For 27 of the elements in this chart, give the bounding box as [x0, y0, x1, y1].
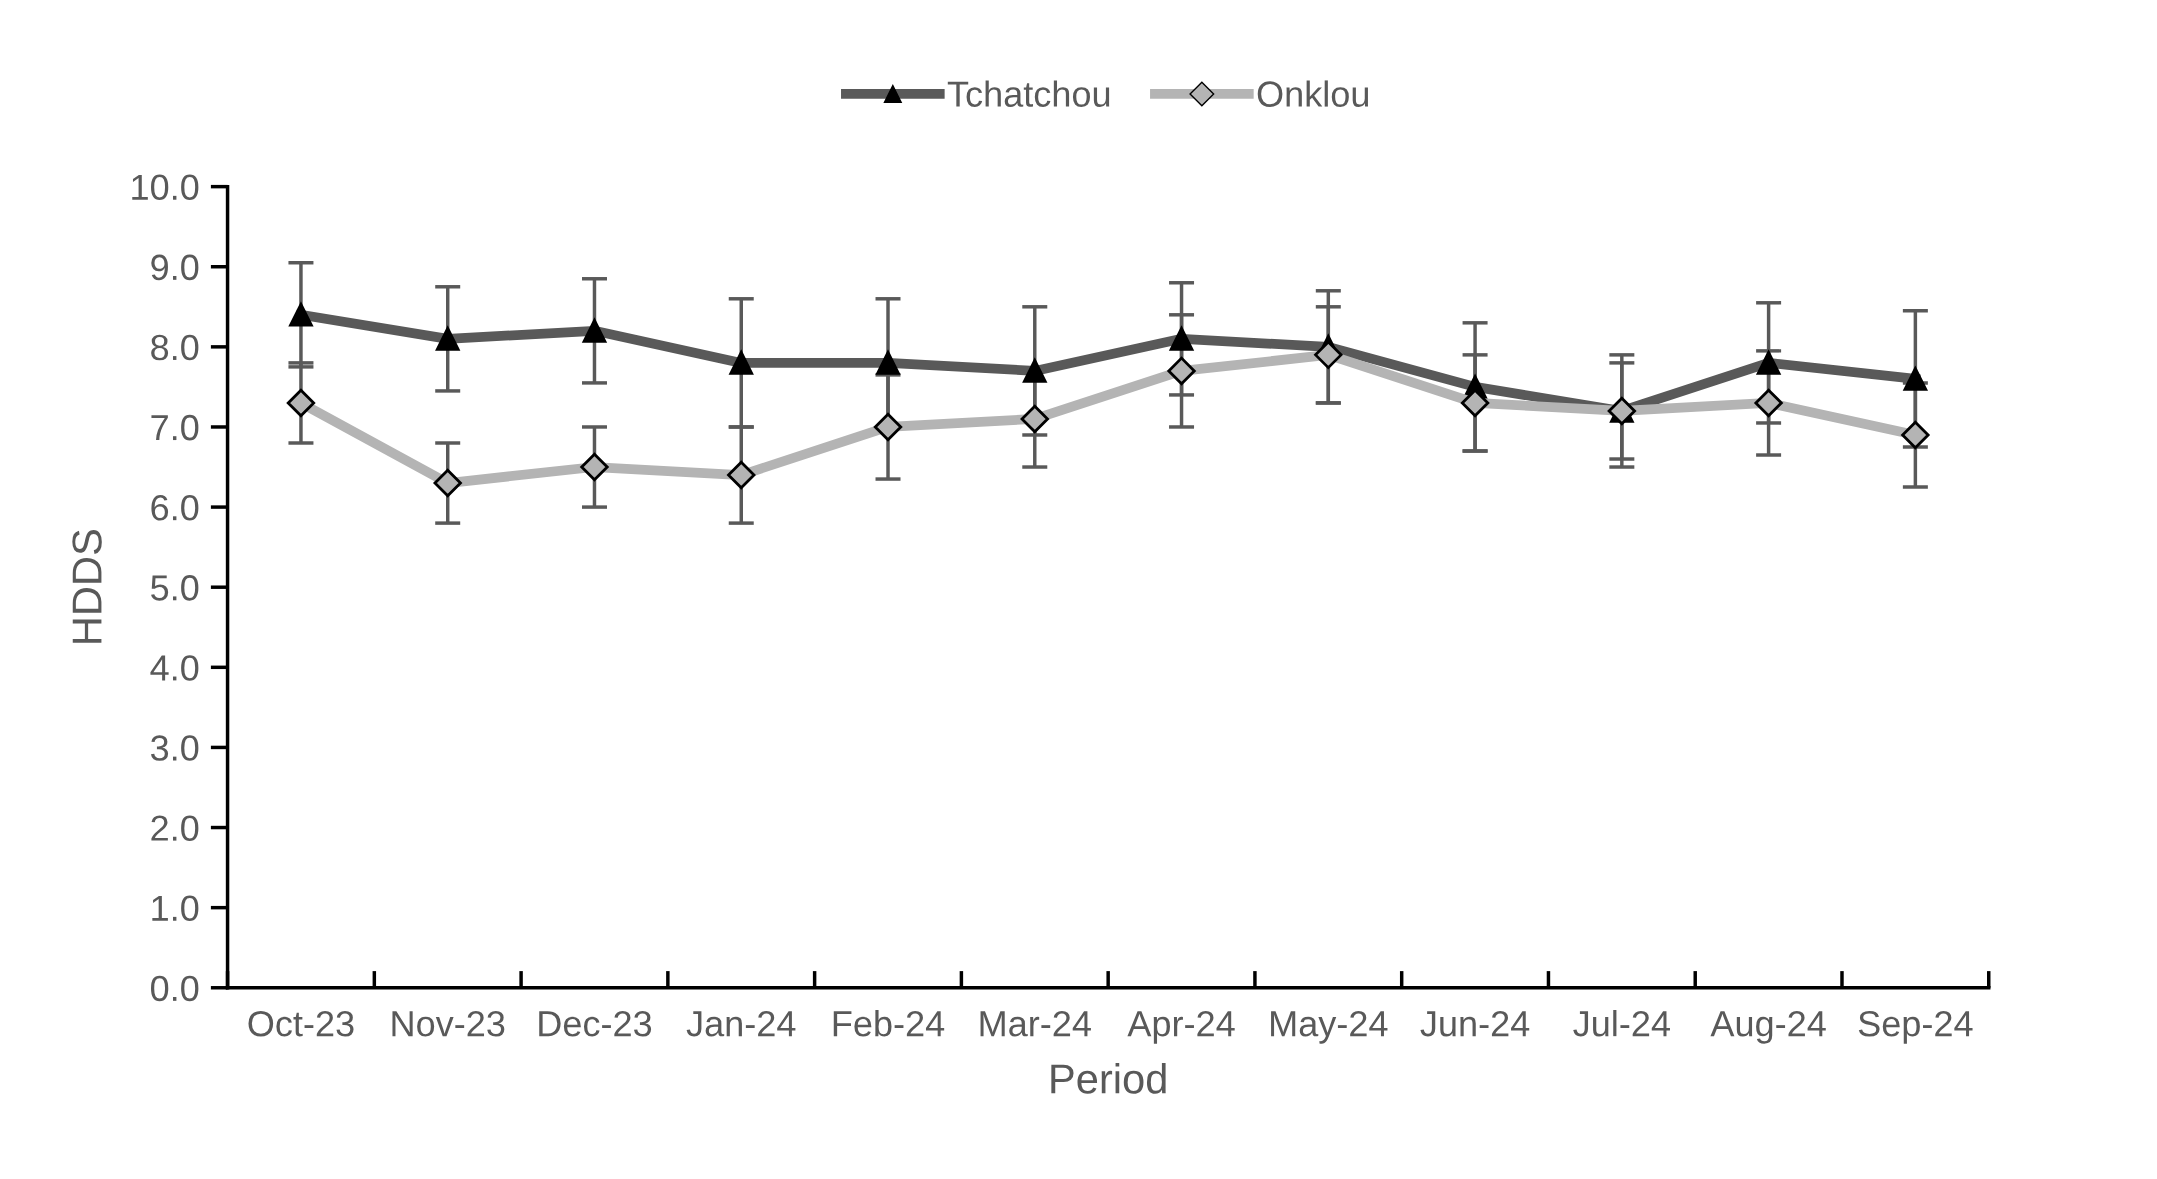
- x-tick-label: Nov-23: [392, 1010, 505, 1037]
- y-tick-label: 8.0: [151, 334, 199, 361]
- y-tick-label: 9.0: [151, 254, 199, 281]
- y-tick-label: 0.0: [151, 975, 199, 1002]
- x-axis-title: Period: [1051, 1063, 1166, 1094]
- x-tick-label: Jul-24: [1573, 1009, 1670, 1037]
- x-tick-label: Jun-24: [1420, 1010, 1530, 1037]
- y-tick-label: 4.0: [150, 655, 199, 681]
- legend-label: Onklou: [1257, 80, 1369, 107]
- legend-label: Tchatchou: [947, 80, 1110, 107]
- x-tick-label: Oct-23: [248, 1010, 354, 1037]
- x-tick-label: Mar-24: [980, 1010, 1091, 1037]
- x-tick-label: Dec-23: [539, 1010, 652, 1037]
- x-tick-label: May-24: [1271, 1010, 1388, 1044]
- x-tick-label: Feb-24: [833, 1009, 945, 1037]
- y-tick-label: 5.0: [151, 575, 199, 601]
- y-axis-title: HDDS: [72, 530, 102, 643]
- y-tick-label: 3.0: [150, 735, 199, 761]
- y-tick-label: 2.0: [151, 815, 199, 841]
- y-tick-label: 10.0: [132, 174, 199, 201]
- x-tick-label: Sep-24: [1858, 1010, 1973, 1044]
- y-tick-label: 1.0: [152, 895, 199, 922]
- x-tick-label: Jan-24: [686, 1010, 796, 1037]
- x-tick-label: Aug-24: [1710, 1010, 1826, 1044]
- x-tick-label: Apr-24: [1127, 1010, 1235, 1044]
- y-tick-label: 7.0: [151, 414, 199, 441]
- y-tick-label: 6.0: [151, 494, 199, 521]
